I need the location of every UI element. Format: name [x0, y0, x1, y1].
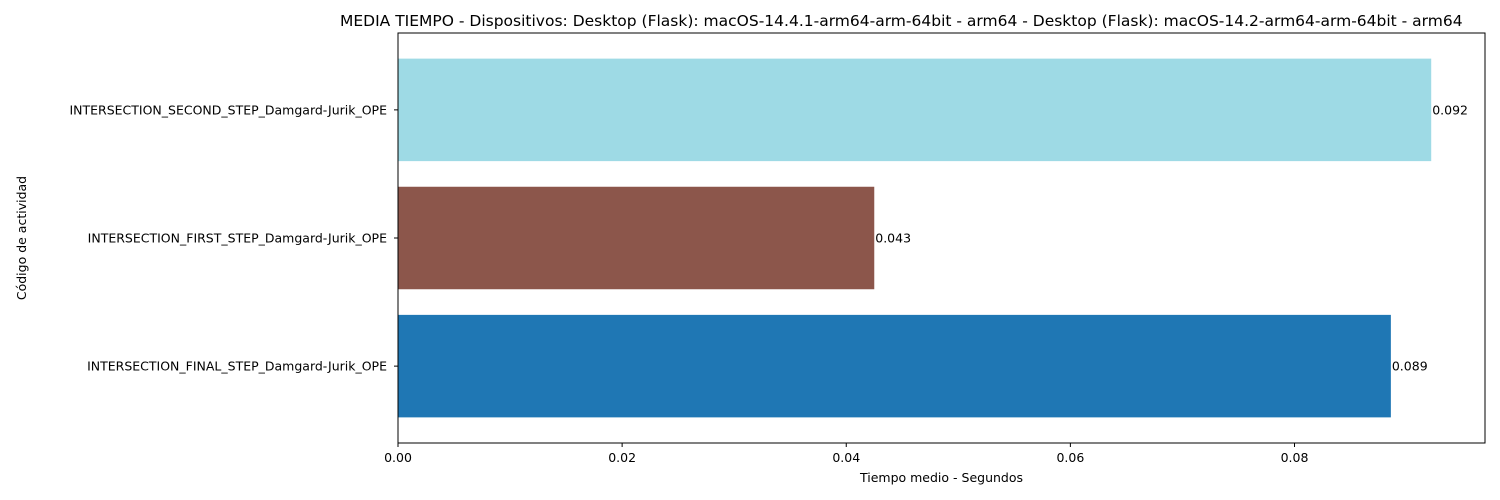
plot-frame: [397, 32, 1486, 444]
x-tick-label: 0.04: [832, 450, 860, 465]
y-tick-label: INTERSECTION_FINAL_STEP_Damgard-Jurik_OP…: [87, 359, 387, 374]
bar-value-label: 0.089: [1392, 359, 1428, 374]
x-tick-label: 0.08: [1281, 450, 1309, 465]
bar: [398, 186, 875, 290]
x-tick-label: 0.02: [608, 450, 636, 465]
bar: [398, 314, 1391, 418]
bar: [398, 58, 1432, 162]
chart-title: MEDIA TIEMPO - Dispositivos: Desktop (Fl…: [340, 12, 1463, 30]
y-axis-label: Código de actividad: [14, 176, 29, 300]
y-tick-label: INTERSECTION_FIRST_STEP_Damgard-Jurik_OP…: [88, 231, 387, 246]
bar-value-label: 0.043: [875, 231, 911, 246]
x-axis-label: Tiempo medio - Segundos: [859, 470, 1023, 485]
y-tick-label: INTERSECTION_SECOND_STEP_Damgard-Jurik_O…: [69, 102, 387, 117]
plot-area: 0.089 INTERSECTION_FINAL_STEP_Damgard-Jur…: [69, 32, 1486, 465]
x-tick-label: 0.00: [384, 450, 412, 465]
x-tick-label: 0.06: [1056, 450, 1084, 465]
bar-value-label: 0.092: [1432, 102, 1468, 117]
